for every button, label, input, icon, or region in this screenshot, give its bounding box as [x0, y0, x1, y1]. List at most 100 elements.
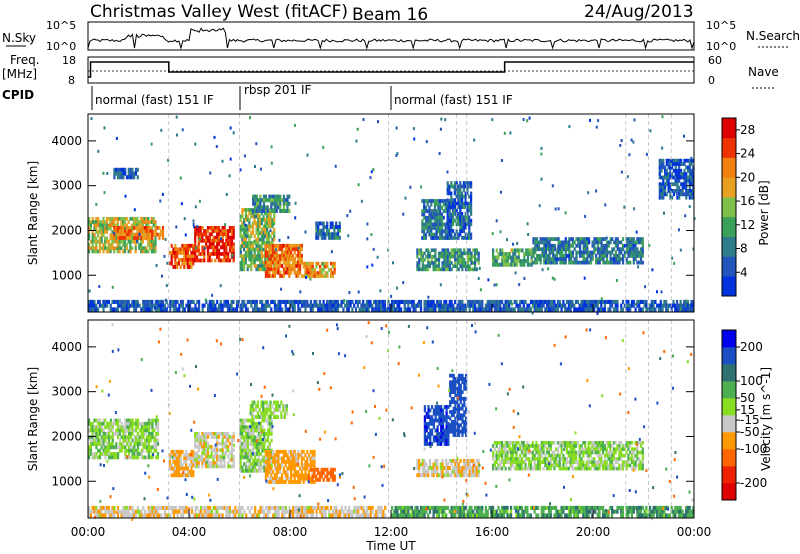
heatmap-cell	[432, 236, 435, 240]
heatmap-cell	[463, 248, 466, 252]
heatmap-cell	[269, 234, 272, 239]
heatmap-cell	[421, 219, 424, 224]
heatmap-cell	[474, 264, 477, 268]
heatmap-cell	[205, 435, 208, 439]
heatmap-cell	[445, 267, 448, 272]
heatmap-speckle	[439, 127, 442, 131]
heatmap-cell	[129, 435, 132, 440]
heatmap-cell	[131, 233, 134, 237]
heatmap-cell	[438, 421, 441, 426]
heatmap-cell	[433, 209, 436, 213]
heatmap-cell	[245, 455, 248, 460]
heatmap-speckle	[157, 309, 160, 313]
heatmap-cell	[165, 299, 168, 304]
heatmap-cell	[443, 264, 446, 268]
heatmap-cell	[636, 250, 639, 255]
heatmap-cell	[258, 257, 262, 262]
heatmap-cell	[210, 252, 213, 256]
heatmap-cell	[246, 244, 249, 249]
heatmap-speckle	[103, 191, 106, 195]
heatmap-cell	[279, 456, 282, 461]
heatmap-cell	[578, 307, 581, 312]
heatmap-cell	[282, 460, 285, 464]
heatmap-cell	[669, 195, 672, 200]
heatmap-cell	[206, 258, 210, 263]
heatmap-cell	[306, 271, 309, 275]
heatmap-cell	[197, 448, 200, 452]
heatmap-cell	[262, 264, 265, 268]
heatmap-cell	[118, 445, 121, 450]
heatmap-cell	[464, 303, 468, 308]
heatmap-cell	[177, 473, 180, 478]
heatmap-cell	[124, 425, 127, 430]
heatmap-speckle	[373, 308, 376, 312]
heatmap-cell	[195, 232, 199, 237]
heatmap-cell	[248, 442, 251, 446]
heatmap-speckle	[162, 309, 165, 313]
heatmap-cell	[105, 230, 109, 234]
heatmap-cell	[124, 452, 127, 456]
heatmap-cell	[430, 261, 433, 265]
heatmap-cell	[629, 247, 632, 252]
heatmap-cell	[308, 456, 311, 461]
heatmap-cell	[98, 428, 102, 433]
heatmap-cell	[443, 438, 446, 443]
heatmap-cell	[255, 407, 258, 412]
heatmap-cell	[125, 230, 128, 234]
heatmap-cell	[190, 463, 193, 468]
heatmap-cell	[450, 232, 453, 237]
heatmap-cell	[333, 467, 336, 472]
heatmap-cell	[251, 254, 255, 258]
heatmap-cell	[430, 307, 433, 312]
heatmap-cell	[311, 456, 314, 461]
heatmap-speckle	[528, 309, 531, 313]
heatmap-cell	[692, 303, 695, 308]
heatmap-cell	[203, 239, 206, 243]
heatmap-cell	[257, 218, 260, 222]
heatmap-cell	[414, 307, 417, 312]
heatmap-cell	[536, 257, 539, 262]
heatmap-cell	[212, 303, 215, 308]
heatmap-cell	[134, 236, 138, 240]
heatmap-cell	[266, 221, 269, 225]
heatmap-cell	[206, 461, 210, 465]
heatmap-cell	[313, 274, 316, 278]
heatmap-cell	[302, 265, 305, 269]
heatmap-cell	[275, 460, 278, 464]
heatmap-speckle	[165, 284, 168, 287]
heatmap-cell	[266, 250, 269, 255]
heatmap-cell	[428, 215, 431, 220]
heatmap-cell	[268, 274, 271, 278]
heatmap-cell	[140, 438, 143, 443]
heatmap-cell	[203, 441, 206, 446]
heatmap-cell	[432, 199, 435, 203]
heatmap-cell	[208, 445, 211, 449]
heatmap-cell	[302, 476, 305, 481]
heatmap-cell	[688, 165, 691, 170]
heatmap-cell	[333, 225, 336, 230]
heatmap-cell	[129, 425, 132, 430]
heatmap-cell	[274, 404, 278, 409]
heatmap-cell	[151, 236, 154, 240]
heatmap-cell	[216, 441, 219, 446]
heatmap-cell	[197, 432, 200, 436]
heatmap-cell	[227, 229, 230, 233]
heatmap-cell	[131, 428, 134, 433]
heatmap-cell	[461, 205, 464, 209]
heatmap-cell	[138, 428, 141, 433]
heatmap-cell	[210, 451, 213, 456]
heatmap-cell	[126, 435, 129, 440]
heatmap-cell	[437, 251, 441, 256]
heatmap-speckle	[159, 199, 162, 203]
heatmap-cell	[268, 247, 271, 252]
heatmap-cell	[241, 432, 244, 436]
heatmap-cell	[293, 476, 296, 481]
heatmap-cell	[434, 251, 437, 256]
heatmap-cell	[304, 466, 307, 471]
heatmap-cell	[89, 442, 92, 446]
heatmap-cell	[270, 428, 273, 433]
heatmap-cell	[667, 175, 670, 180]
heatmap-speckle	[90, 117, 93, 121]
heatmap-cell	[131, 455, 134, 460]
heatmap-cell	[104, 223, 107, 228]
